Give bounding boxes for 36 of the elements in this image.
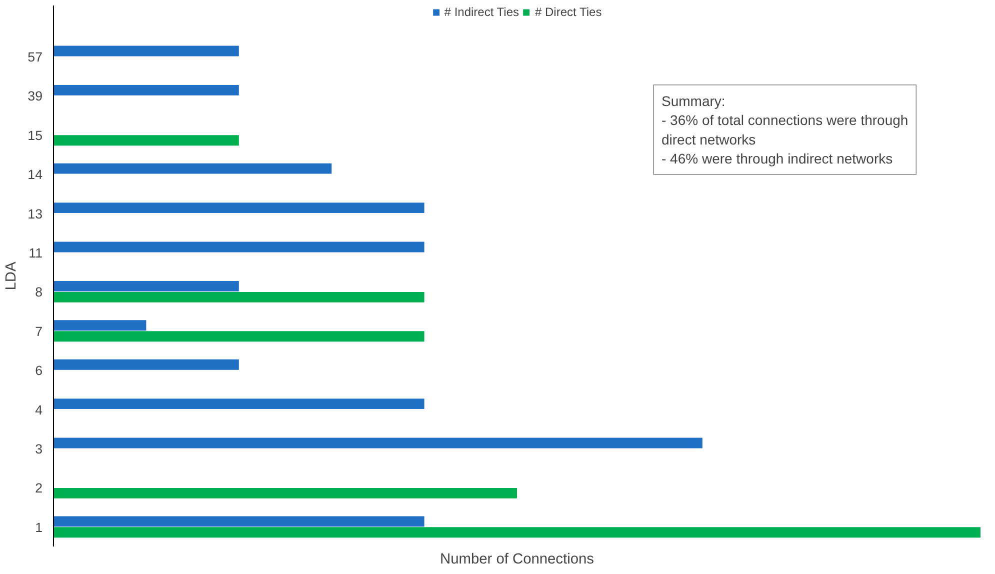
y-tick-label: 14: [28, 167, 44, 182]
bar: [54, 359, 239, 370]
bar: [54, 438, 702, 448]
bar: [54, 320, 146, 331]
y-tick-label: 4: [35, 402, 44, 418]
bar: [54, 46, 239, 56]
bar: [54, 280, 239, 292]
bar: [54, 135, 239, 146]
y-tick-label: 6: [35, 363, 43, 378]
bar: [54, 331, 424, 342]
y-tick-label: 57: [28, 49, 43, 64]
legend-label: # Indirect Ties: [444, 5, 520, 19]
x-axis-title: Number of Connections: [440, 552, 594, 568]
y-axis-title: LDA: [4, 262, 20, 290]
bar: [54, 242, 424, 252]
y-tick-label: 7: [35, 324, 43, 339]
y-tick-label: 11: [28, 245, 43, 260]
annotation: - 36% of total connections were through direct networks: [662, 112, 908, 148]
y-tick-label: 13: [28, 206, 43, 222]
bar: [54, 527, 980, 538]
annotation: - 46% were through indirect networks: [662, 150, 893, 166]
y-tick-label: 8: [35, 284, 43, 300]
bar: [54, 516, 424, 527]
annotation: Summary:: [662, 92, 726, 109]
bar: [54, 292, 424, 302]
y-tick-label: 1: [35, 520, 43, 535]
legend-label: # Direct Ties: [535, 5, 602, 19]
y-tick-label: 2: [35, 480, 43, 496]
bar: [54, 163, 332, 174]
y-tick-label: 15: [28, 128, 43, 143]
bar: [54, 398, 424, 410]
y-tick-label: 39: [28, 88, 43, 104]
bar: [54, 202, 424, 213]
y-tick-label: 3: [35, 441, 43, 456]
bar: [54, 84, 239, 96]
bar: [54, 488, 517, 498]
